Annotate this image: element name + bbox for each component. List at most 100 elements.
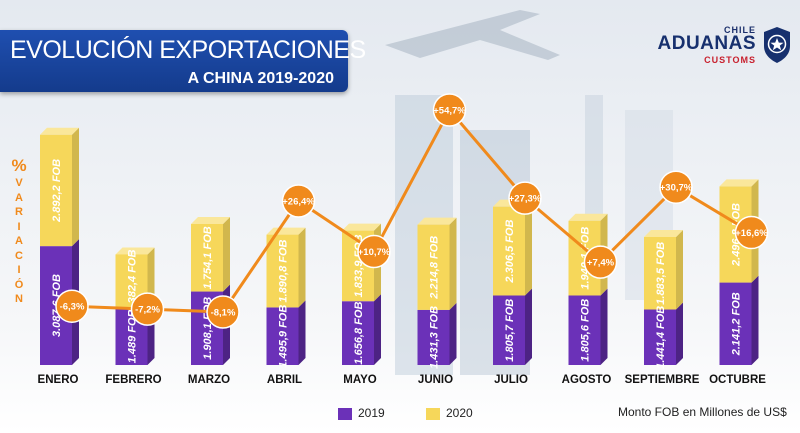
- bar-2019: [493, 295, 525, 365]
- bar-2020-label: 2.892,2 FOB: [51, 159, 63, 223]
- legend-label-2019: 2019: [358, 406, 385, 420]
- bar-2019-label: 1.656,8 FOB: [353, 302, 365, 365]
- variation-label: +27,3%: [509, 194, 542, 205]
- bar-2020-label: 2.214,8 FOB: [429, 236, 441, 300]
- bar-2020-label: 1.883,5 FOB: [655, 242, 667, 305]
- bar-2019-label: 1.489 FOB: [127, 309, 139, 363]
- variation-label: -8,1%: [211, 308, 236, 319]
- airplane-icon: [385, 10, 560, 60]
- bar-2019-label: 2.141,2 FOB: [731, 292, 743, 356]
- bar-2020-side: [525, 199, 532, 296]
- bar-2019: [719, 282, 752, 365]
- bar-2020: [644, 236, 676, 310]
- variation-point: [659, 170, 693, 204]
- variation-label: +54,7%: [433, 106, 466, 117]
- bar-2019-label: 1.431,3 FOB: [429, 306, 441, 369]
- customs-badge-icon: [764, 27, 790, 63]
- logo-name: ADUANAS: [657, 33, 756, 54]
- bar-2020-top: [40, 127, 79, 135]
- bar-2019-label: 1.441,4 FOB: [655, 306, 667, 369]
- category-label: FEBRERO: [105, 374, 161, 386]
- bar-2019-label: 1.495,9 FOB: [278, 305, 290, 368]
- bar-2019-side: [298, 300, 306, 365]
- bar-2019: [644, 309, 676, 365]
- bar-2019: [568, 295, 601, 365]
- bar-2019-label: 1.805,7 FOB: [504, 299, 516, 362]
- axis-letter: C: [15, 249, 23, 262]
- bar-2020-side: [223, 217, 230, 292]
- bar-2020: [40, 134, 72, 247]
- variation-axis-label: % V A R I A C I Ó N: [8, 156, 30, 307]
- variation-point: [130, 292, 165, 326]
- variation-label: -7,2%: [135, 305, 160, 316]
- bar-2019-side: [676, 302, 683, 365]
- title-banner: EVOLUCIÓN EXPORTACIONES A CHINA 2019-202…: [0, 30, 366, 92]
- bar-2020-label: 1.890,8 FOB: [278, 239, 290, 302]
- bar-2020-top: [115, 247, 155, 255]
- variation-point: [734, 215, 769, 250]
- chart-title: EVOLUCIÓN EXPORTACIONES: [10, 36, 366, 64]
- variation-line: [71, 108, 753, 314]
- variation-label: -6,3%: [60, 302, 85, 313]
- axis-letter: V: [15, 177, 23, 189]
- legend-swatch-2020: [426, 408, 440, 420]
- bar-2020-label: 1.754,1 FOB: [202, 226, 214, 289]
- legend-label-2020: 2020: [446, 406, 473, 420]
- bar-2020-top: [417, 217, 457, 225]
- variation-label: +7,4%: [587, 258, 615, 269]
- variation-label: +10,7%: [358, 247, 391, 258]
- axis-letter: R: [15, 206, 23, 218]
- category-label: MARZO: [188, 374, 230, 386]
- axis-letter: N: [15, 293, 23, 305]
- bar-2019-side: [525, 288, 532, 365]
- bar-2020-top: [719, 179, 759, 187]
- variation-label: +16,6%: [735, 228, 768, 239]
- bar-2019: [342, 301, 374, 365]
- category-label: ENERO: [38, 374, 79, 386]
- bar-2019-side: [449, 302, 457, 365]
- category-label: OCTUBRE: [709, 374, 766, 386]
- bar-2020: [493, 206, 525, 296]
- variation-point: [583, 245, 618, 279]
- category-label: SEPTIEMBRE: [625, 374, 700, 386]
- logo-country: CHILE: [724, 25, 756, 35]
- bar-2019-side: [751, 275, 759, 365]
- variation-label: +26,4%: [282, 197, 315, 208]
- bar-2019: [417, 309, 450, 365]
- percent-symbol: %: [11, 156, 27, 175]
- axis-letter: I: [17, 220, 21, 233]
- bar-2020-top: [191, 217, 230, 225]
- variation-point: [432, 93, 467, 127]
- bar-2020-side: [298, 227, 306, 308]
- logo-tagline: CUSTOMS: [704, 55, 756, 65]
- variation-point: [55, 289, 89, 323]
- axis-letter: I: [17, 264, 21, 276]
- bar-2020-label: 1.382,4 FOB: [127, 250, 139, 313]
- category-label: AGOSTO: [562, 374, 612, 386]
- variation-point: [357, 234, 391, 269]
- axis-letter: A: [15, 191, 23, 204]
- chart-subtitle: A CHINA 2019-2020: [187, 70, 334, 87]
- variation-point: [206, 295, 240, 329]
- unit-note: Monto FOB en Millones de US$: [618, 405, 787, 419]
- aduanas-logo: CHILE ADUANAS CUSTOMS: [644, 10, 798, 72]
- bar-2019-side: [600, 288, 608, 365]
- bar-2019-side: [374, 294, 381, 365]
- bar-2020-top: [342, 223, 381, 231]
- bar-2019-label: 1.805,6 FOB: [580, 299, 592, 362]
- bar-2020-top: [568, 213, 608, 221]
- bar-2020-label: 2.306,5 FOB: [504, 220, 516, 284]
- bar-2020-top: [644, 229, 683, 237]
- bar-2020: [417, 224, 450, 310]
- category-label: MAYO: [343, 374, 376, 386]
- axis-letter: Ó: [14, 278, 24, 291]
- category-label: ABRIL: [267, 374, 302, 386]
- category-label: JUNIO: [418, 374, 453, 386]
- bar-2020-side: [72, 127, 79, 247]
- bar-2019: [266, 307, 299, 365]
- variation-point: [508, 181, 542, 215]
- bar-2020: [266, 234, 299, 308]
- category-label: JULIO: [494, 374, 528, 386]
- axis-letter: A: [15, 235, 23, 247]
